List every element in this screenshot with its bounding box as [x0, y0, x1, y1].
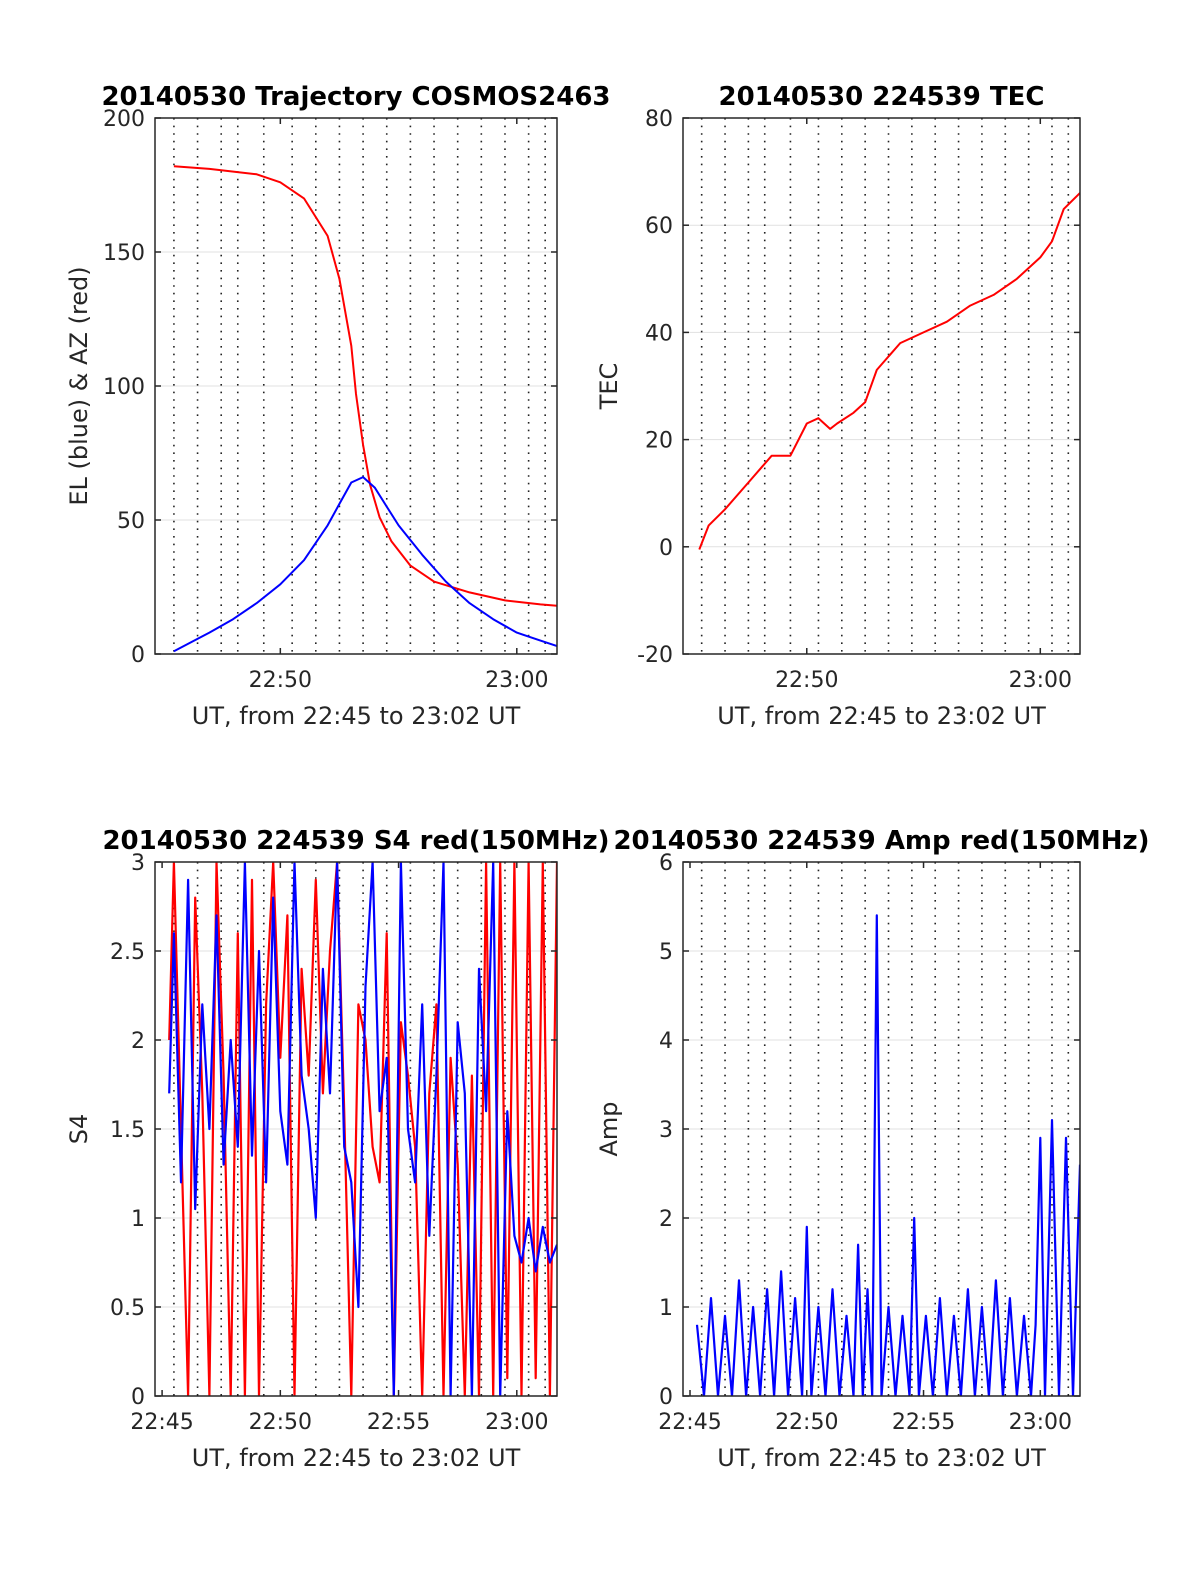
y-tick-label: 1: [131, 1207, 145, 1232]
axes-box: [682, 117, 1081, 655]
y-tick-label: 2: [659, 1207, 673, 1232]
y-tick-label: 200: [103, 107, 145, 132]
y-tick-label: 4: [659, 1029, 673, 1054]
series-line-0: [695, 914, 1080, 1396]
x-tick-label: 23:00: [1009, 1410, 1072, 1435]
y-tick-label: 2: [131, 1029, 145, 1054]
x-tick-label: 23:00: [485, 1410, 548, 1435]
y-axis-label: TEC: [595, 363, 623, 411]
y-tick-label: 50: [117, 509, 145, 534]
y-tick-label: 5: [659, 940, 673, 965]
chart-s4: 0 0.5 1 1.5 2 2.5 3 22:45 22:50 22:55 23:00 2014053…: [65, 826, 610, 1472]
y-tick-label: 80: [645, 107, 673, 132]
chart-title: 20140530 224539 TEC: [719, 82, 1045, 112]
y-tick-label: 150: [103, 241, 145, 266]
y-tick-label: 40: [645, 321, 673, 346]
x-tick-label: 22:50: [249, 668, 312, 693]
x-axis-label: UT, from 22:45 to 23:02 UT: [192, 1444, 521, 1472]
chart-title: 20140530 224539 Amp red(150MHz): [613, 826, 1149, 856]
y-tick-label: 1: [659, 1296, 673, 1321]
chart-title: 20140530 224539 S4 red(150MHz): [102, 826, 609, 856]
y-axis-label: Amp: [595, 1101, 623, 1156]
y-tick-label: 0: [131, 643, 145, 668]
series-line-0: [173, 165, 557, 607]
x-tick-label: 23:00: [1009, 668, 1072, 693]
x-tick-label: 22:45: [658, 1410, 721, 1435]
y-tick-label: -20: [637, 643, 673, 668]
x-axis-label: UT, from 22:45 to 23:02 UT: [192, 702, 521, 730]
y-tick-label: 0: [659, 536, 673, 561]
y-tick-label: 0: [659, 1385, 673, 1410]
y-tick-label: 3: [659, 1118, 673, 1143]
x-tick-label: 22:45: [130, 1410, 193, 1435]
y-axis-label: S4: [65, 1114, 93, 1145]
y-tick-label: 0.5: [110, 1296, 145, 1321]
x-tick-label: 22:50: [775, 668, 838, 693]
chart-title: 20140530 Trajectory COSMOS2463: [101, 82, 610, 112]
y-tick-label: 0: [131, 1385, 145, 1410]
x-tick-label: 22:55: [367, 1410, 430, 1435]
x-axis-label: UT, from 22:45 to 23:02 UT: [717, 702, 1046, 730]
y-tick-label: 100: [103, 375, 145, 400]
chart-tec: -20 0 20 40 60 80 22:50 23:00 20140530 224539 TE…: [595, 82, 1081, 730]
y-axis-label: EL (blue) & AZ (red): [65, 266, 93, 505]
y-tick-label: 2.5: [110, 940, 145, 965]
x-tick-label: 22:50: [775, 1410, 838, 1435]
y-tick-label: 3: [131, 851, 145, 876]
series-line-0: [698, 192, 1080, 550]
chart-amp: 0 1 2 3 4 5 6 22:45 22:50 22:55 23:00 20140530 2245…: [595, 826, 1150, 1472]
series-line-0: [168, 862, 557, 1396]
y-tick-label: 6: [659, 851, 673, 876]
x-tick-label: 22:50: [249, 1410, 312, 1435]
plot-area: [683, 118, 1080, 654]
chart-trajectory: 0 50 100 150 200 22:50 23:00 20140530 Trajector…: [65, 82, 611, 730]
series-line-1: [168, 862, 557, 1396]
y-tick-label: 60: [645, 214, 673, 239]
y-tick-label: 20: [645, 429, 673, 454]
series-line-1: [173, 476, 557, 653]
x-tick-label: 23:00: [485, 668, 548, 693]
y-tick-label: 1.5: [110, 1118, 145, 1143]
x-axis-label: UT, from 22:45 to 23:02 UT: [717, 1444, 1046, 1472]
x-tick-label: 22:55: [892, 1410, 955, 1435]
